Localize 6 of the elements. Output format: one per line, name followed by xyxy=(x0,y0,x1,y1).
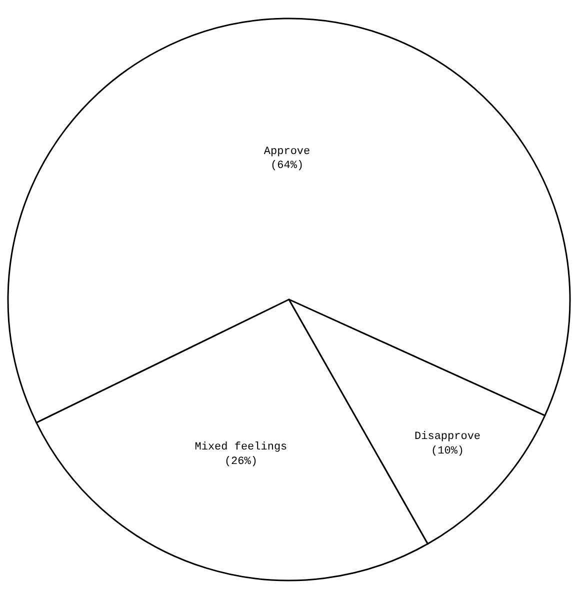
slice-label: Approve xyxy=(264,146,310,158)
slice-label: Disapprove xyxy=(414,431,481,444)
data-label: (10%) xyxy=(431,445,464,458)
data-label: (64%) xyxy=(270,160,304,172)
data-label: (26%) xyxy=(224,456,258,468)
slice-label: Mixed feelings xyxy=(194,442,288,454)
